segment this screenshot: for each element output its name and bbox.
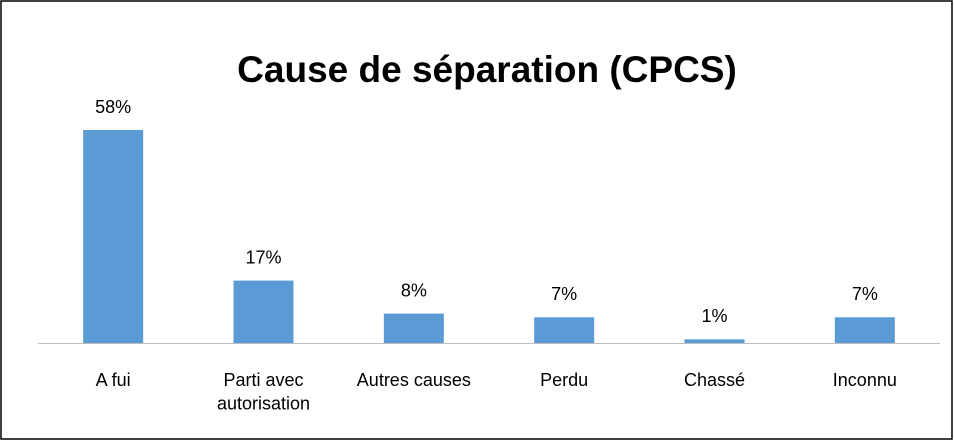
data-label: 58% <box>95 97 131 117</box>
x-tick-label: Perdu <box>540 370 588 390</box>
data-label: 7% <box>551 284 577 304</box>
data-label: 1% <box>701 306 727 326</box>
bar <box>233 280 294 343</box>
chart-title: Cause de séparation (CPCS) <box>237 49 737 90</box>
bar <box>684 339 745 343</box>
bar <box>834 317 895 343</box>
x-tick-label: Chassé <box>684 370 745 390</box>
x-tick-label: Autres causes <box>357 370 471 390</box>
data-label: 8% <box>401 280 427 300</box>
x-tick-label: A fui <box>96 370 131 390</box>
bar <box>83 130 144 343</box>
data-label: 17% <box>245 247 281 267</box>
data-label: 7% <box>852 284 878 304</box>
bar <box>534 317 595 343</box>
x-tick-label: Inconnu <box>833 370 897 390</box>
bar <box>383 313 444 343</box>
x-tick-label: Parti avec autorisation <box>217 370 310 413</box>
